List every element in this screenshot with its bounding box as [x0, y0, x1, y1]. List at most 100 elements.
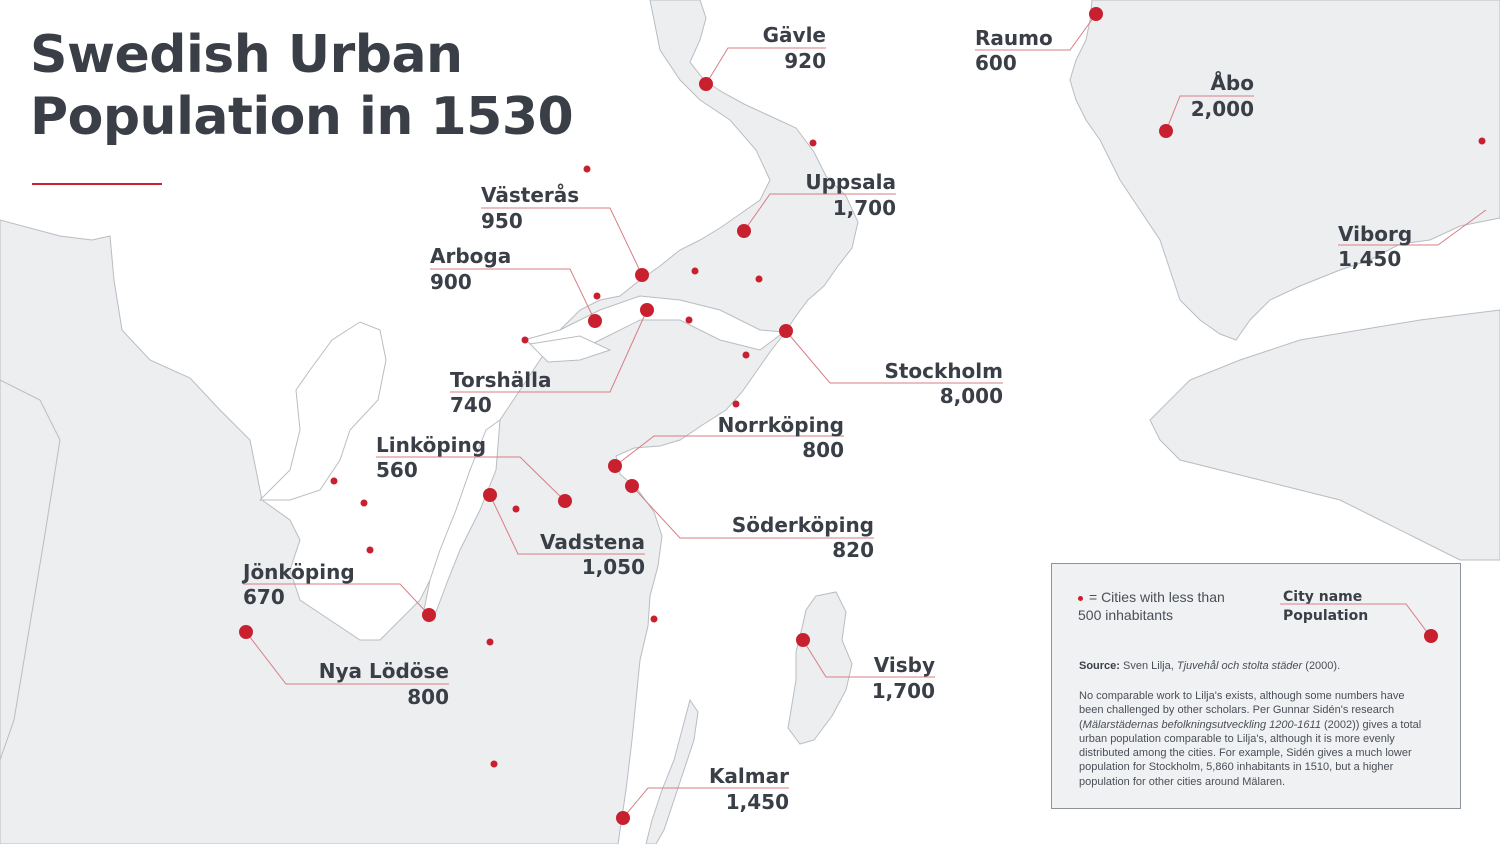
note-part-2: (2002)) gives a total urban population c… — [1079, 718, 1422, 788]
note-title: Mälarstädernas befolkningsutveckling 120… — [1082, 718, 1321, 731]
dot-kalmar — [616, 811, 630, 825]
dot-jonkoping — [422, 608, 436, 622]
dot-torshalla — [640, 303, 654, 317]
legend-key-leader — [1280, 603, 1430, 637]
label-uppsala-name: Uppsala — [805, 170, 896, 194]
dot-vadstena — [483, 488, 497, 502]
lake-hjalmaren — [528, 335, 612, 363]
dot-linkoping — [558, 494, 572, 508]
label-uppsala-pop: 1,700 — [833, 196, 896, 220]
label-stockholm-name: Stockholm — [884, 359, 1003, 383]
label-soderkoping-pop: 820 — [832, 538, 874, 562]
small-city-dot — [521, 336, 529, 344]
leader-lines — [243, 13, 1487, 819]
label-raumo-name: Raumo — [975, 26, 1053, 50]
small-city-dot — [755, 275, 763, 283]
label-vadstena-pop: 1,050 — [582, 555, 645, 579]
label-linkoping-name: Linköping — [376, 433, 486, 457]
dot-soderkoping — [625, 479, 639, 493]
city-labels: Gävle 920 Raumo 600 Åbo 2,000 Uppsala 1,… — [241, 23, 1412, 814]
label-viborg-name: Viborg — [1338, 222, 1412, 246]
oland-island — [645, 698, 699, 844]
title-line-2: Population in 1530 — [30, 87, 574, 147]
label-gavle-pop: 920 — [784, 49, 826, 73]
legend-key-population: Population — [1283, 608, 1369, 624]
small-city-dot — [809, 139, 817, 147]
small-city-dot — [360, 499, 368, 507]
small-city-dot — [330, 477, 338, 485]
source-year: (2000). — [1305, 660, 1341, 672]
source-author: Sven Lilja, — [1123, 660, 1174, 672]
label-visby-name: Visby — [874, 653, 935, 677]
lake-vattern — [423, 418, 501, 613]
label-norrkoping-pop: 800 — [802, 438, 844, 462]
small-city-dots — [330, 137, 1486, 768]
label-nya-lodose-pop: 800 — [407, 685, 449, 709]
small-city-dot — [691, 267, 699, 275]
small-dot-icon — [1078, 595, 1083, 601]
label-kalmar-name: Kalmar — [709, 764, 789, 788]
dot-raumo — [1089, 7, 1103, 21]
note-part-1: No comparable work to Lilja's exists, al… — [1079, 690, 1405, 731]
dot-norrkoping — [608, 459, 622, 473]
legend-small-text: = Cities with less than 500 inhabitants — [1078, 589, 1225, 623]
label-torshalla-pop: 740 — [450, 393, 492, 417]
label-vasteras-pop: 950 — [481, 209, 523, 233]
dot-stockholm — [779, 324, 793, 338]
label-jonkoping-name: Jönköping — [241, 560, 355, 584]
small-city-dot — [366, 546, 374, 554]
label-arboga-name: Arboga — [430, 244, 511, 268]
label-norrkoping-name: Norrköping — [718, 413, 844, 437]
label-kalmar-pop: 1,450 — [726, 790, 789, 814]
label-arboga-pop: 900 — [430, 270, 472, 294]
small-city-dot — [742, 351, 750, 359]
dot-nya-lodose — [239, 625, 253, 639]
title-underline — [32, 183, 162, 185]
label-abo-pop: 2,000 — [1191, 97, 1254, 121]
small-city-dot — [1478, 137, 1486, 145]
label-viborg-pop: 1,450 — [1338, 247, 1401, 271]
legend-key: City name Population — [1283, 588, 1368, 626]
small-city-dot — [512, 505, 520, 513]
dot-gavle — [699, 77, 713, 91]
small-city-dot — [486, 638, 494, 646]
dot-vasteras — [635, 268, 649, 282]
source-label: Source: — [1079, 660, 1120, 672]
small-city-dot — [583, 165, 591, 173]
dot-uppsala — [737, 224, 751, 238]
legend-small-cities: = Cities with less than 500 inhabitants — [1078, 588, 1238, 624]
map-title: Swedish Urban Population in 1530 — [30, 24, 590, 148]
dot-arboga — [588, 314, 602, 328]
legend-box: = Cities with less than 500 inhabitants … — [1051, 563, 1461, 809]
label-stockholm-pop: 8,000 — [940, 384, 1003, 408]
label-gavle-name: Gävle — [763, 23, 826, 47]
small-city-dot — [650, 615, 658, 623]
label-jonkoping-pop: 670 — [243, 585, 285, 609]
title-line-1: Swedish Urban — [30, 25, 463, 85]
label-torshalla-name: Torshälla — [450, 368, 551, 392]
label-vasteras-name: Västerås — [481, 183, 579, 207]
source-title: Tjuvehål och stolta städer — [1176, 660, 1303, 672]
small-city-dot — [490, 760, 498, 768]
label-vadstena-name: Vadstena — [540, 530, 645, 554]
small-city-dot — [593, 292, 601, 300]
dot-abo — [1159, 124, 1173, 138]
scandinavia-mainland — [0, 0, 859, 844]
legend-source: Source: Sven Lilja, Tjuvehål och stolta … — [1079, 660, 1340, 672]
finland-mainland — [1069, 0, 1500, 341]
legend-key-name: City name — [1283, 589, 1363, 605]
legend-key-dot-icon — [1424, 629, 1438, 643]
label-raumo-pop: 600 — [975, 51, 1017, 75]
label-nya-lodose-name: Nya Lödöse — [319, 659, 449, 683]
legend-note: No comparable work to Lilja's exists, al… — [1079, 689, 1429, 789]
denmark-coast — [0, 379, 61, 761]
label-visby-pop: 1,700 — [872, 679, 935, 703]
lake-vanern — [258, 321, 387, 501]
label-soderkoping-name: Söderköping — [732, 513, 874, 537]
label-linkoping-pop: 560 — [376, 458, 418, 482]
city-dots — [239, 7, 1173, 825]
small-city-dot — [685, 316, 693, 324]
label-abo-name: Åbo — [1210, 71, 1254, 95]
small-city-dot — [732, 400, 740, 408]
